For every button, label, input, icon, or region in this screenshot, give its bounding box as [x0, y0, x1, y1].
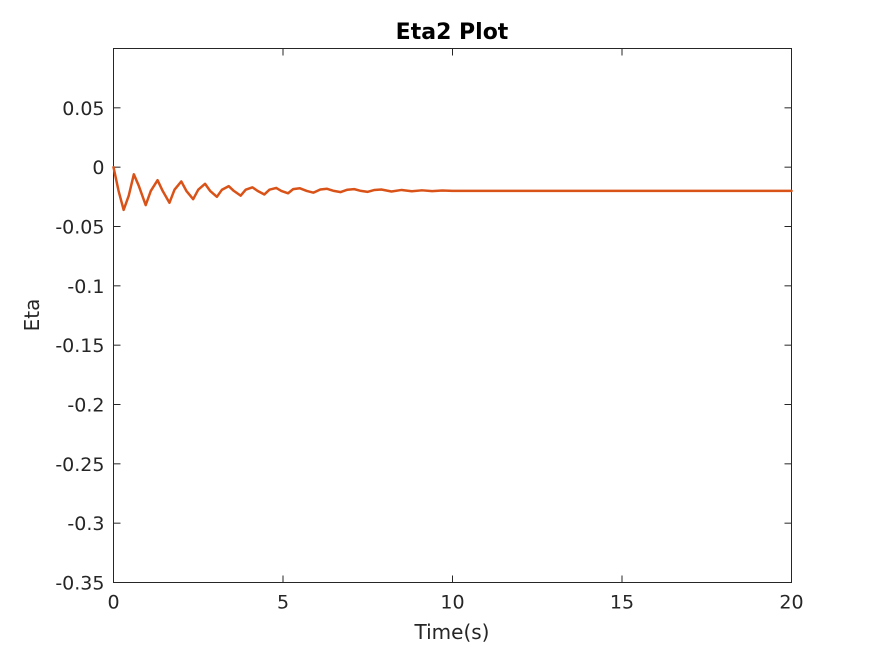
- plot-area: [113, 48, 792, 583]
- series-group: [112, 165, 793, 212]
- y-tick-label: -0.15: [55, 335, 104, 357]
- y-tick-label: -0.25: [55, 454, 104, 476]
- y-axis-label: Eta: [20, 299, 44, 332]
- axis-tick-labels: 0 5 10 15 20 0.05 0 -0.05 -0.1 -0.15 -0.2 -0.25 -0.3…: [55, 98, 803, 614]
- axis-ticks: [113, 48, 792, 583]
- y-tick-label: -0.1: [67, 276, 104, 298]
- x-tick-label: 5: [277, 592, 289, 614]
- x-axis-label: Time(s): [414, 620, 490, 644]
- x-tick-label: 20: [779, 592, 803, 614]
- y-tick-label: -0.2: [67, 395, 104, 417]
- x-tick-label: 0: [107, 592, 119, 614]
- y-tick-label: -0.05: [55, 217, 104, 239]
- chart-title: Eta2 Plot: [396, 20, 509, 45]
- x-tick-label: 15: [610, 592, 634, 614]
- y-tick-label: 0.05: [62, 98, 104, 120]
- x-tick-label: 10: [440, 592, 464, 614]
- y-tick-label: -0.3: [67, 513, 104, 535]
- y-tick-label: 0: [92, 157, 104, 179]
- series-line: [112, 165, 793, 212]
- y-tick-label: -0.35: [55, 573, 104, 595]
